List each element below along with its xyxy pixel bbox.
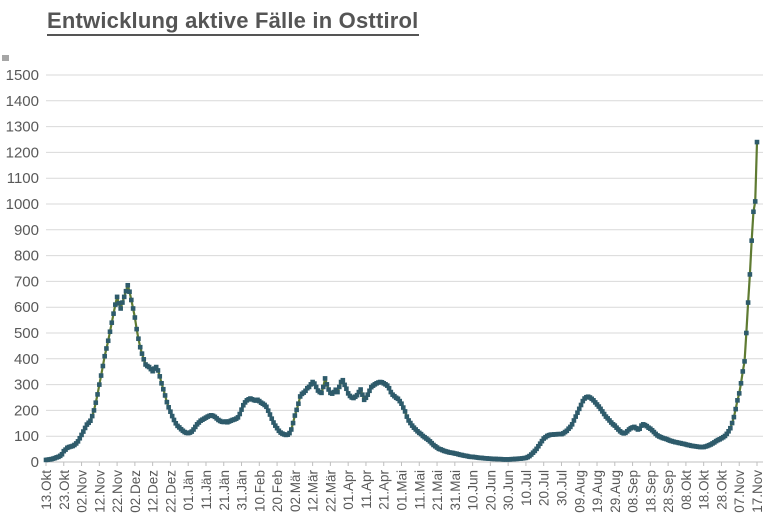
y-gridlines bbox=[46, 74, 763, 463]
svg-text:18.Sep: 18.Sep bbox=[643, 470, 658, 513]
svg-text:600: 600 bbox=[14, 299, 39, 316]
svg-text:12.Dez: 12.Dez bbox=[146, 470, 161, 513]
svg-text:1300: 1300 bbox=[6, 119, 39, 136]
svg-text:30.Jul: 30.Jul bbox=[554, 470, 569, 506]
svg-text:12.Nov: 12.Nov bbox=[92, 470, 107, 513]
y-axis-labels: 0 100 200 300 400 500 600 700 800 900 1000 1100 1200… bbox=[6, 67, 39, 471]
svg-text:20.Feb: 20.Feb bbox=[270, 470, 285, 512]
svg-text:08.Okt: 08.Okt bbox=[679, 470, 694, 510]
svg-text:11.Jän: 11.Jän bbox=[199, 470, 214, 510]
svg-text:700: 700 bbox=[14, 273, 39, 290]
svg-text:18.Okt: 18.Okt bbox=[697, 470, 712, 510]
svg-text:02.Mär: 02.Mär bbox=[288, 470, 303, 513]
svg-text:07.Nov: 07.Nov bbox=[732, 470, 747, 513]
svg-text:12.Mär: 12.Mär bbox=[306, 470, 321, 513]
svg-text:31.Mai: 31.Mai bbox=[448, 470, 463, 511]
svg-text:30.Jun: 30.Jun bbox=[501, 470, 516, 511]
svg-text:800: 800 bbox=[14, 248, 39, 265]
svg-text:1200: 1200 bbox=[6, 144, 39, 161]
series-line bbox=[45, 142, 759, 462]
svg-text:17.Nov: 17.Nov bbox=[750, 470, 765, 513]
svg-text:02.Dez: 02.Dez bbox=[128, 470, 143, 513]
svg-text:22.Nov: 22.Nov bbox=[110, 470, 125, 513]
svg-text:1100: 1100 bbox=[7, 170, 39, 187]
svg-text:1000: 1000 bbox=[6, 196, 39, 213]
x-axis-labels: 13.Okt 23.Okt 02.Nov 12.Nov 22.Nov 02.Dez 12.D… bbox=[39, 470, 765, 513]
svg-text:23.Okt: 23.Okt bbox=[57, 470, 72, 510]
svg-text:11.Apr: 11.Apr bbox=[359, 470, 374, 509]
svg-text:01.Mai: 01.Mai bbox=[395, 470, 410, 511]
svg-text:08.Sep: 08.Sep bbox=[626, 470, 641, 513]
svg-text:0: 0 bbox=[31, 454, 39, 471]
svg-text:29.Aug: 29.Aug bbox=[608, 470, 623, 513]
svg-text:20.Jul: 20.Jul bbox=[537, 470, 552, 506]
svg-text:20.Jun: 20.Jun bbox=[483, 470, 498, 511]
svg-text:1500: 1500 bbox=[6, 67, 39, 84]
series-markers bbox=[43, 139, 760, 463]
svg-text:22.Mär: 22.Mär bbox=[323, 470, 338, 513]
selection-handle-artifact bbox=[2, 55, 9, 61]
x-axis-ticks bbox=[45, 462, 758, 466]
svg-text:22.Dez: 22.Dez bbox=[163, 470, 178, 513]
page-title-text: Entwicklung aktive Fälle in Osttirol bbox=[47, 8, 419, 36]
page-title: Entwicklung aktive Fälle in Osttirol bbox=[47, 8, 419, 36]
svg-text:21.Apr: 21.Apr bbox=[377, 470, 392, 510]
svg-text:21.Mai: 21.Mai bbox=[430, 470, 445, 511]
svg-text:10.Jul: 10.Jul bbox=[519, 470, 534, 506]
svg-text:19.Aug: 19.Aug bbox=[590, 470, 605, 513]
svg-text:01.Jän: 01.Jän bbox=[181, 470, 196, 511]
svg-text:900: 900 bbox=[14, 222, 39, 239]
svg-text:21.Jän: 21.Jän bbox=[217, 470, 232, 511]
svg-text:31.Jän: 31.Jän bbox=[235, 470, 250, 511]
svg-text:28.Sep: 28.Sep bbox=[661, 470, 676, 513]
svg-text:500: 500 bbox=[14, 325, 39, 342]
svg-text:10.Feb: 10.Feb bbox=[252, 470, 267, 512]
svg-text:10.Jun: 10.Jun bbox=[466, 470, 481, 511]
svg-text:400: 400 bbox=[14, 351, 39, 368]
svg-text:200: 200 bbox=[14, 402, 39, 419]
svg-text:01.Apr: 01.Apr bbox=[341, 470, 356, 510]
svg-text:100: 100 bbox=[14, 428, 39, 445]
svg-text:02.Nov: 02.Nov bbox=[75, 470, 90, 513]
svg-text:28.Okt: 28.Okt bbox=[714, 470, 729, 510]
svg-text:13.Okt: 13.Okt bbox=[39, 470, 54, 510]
svg-text:1400: 1400 bbox=[6, 93, 39, 110]
svg-text:09.Aug: 09.Aug bbox=[572, 470, 587, 513]
svg-text:300: 300 bbox=[14, 377, 39, 394]
svg-text:11.Mai: 11.Mai bbox=[412, 470, 427, 510]
